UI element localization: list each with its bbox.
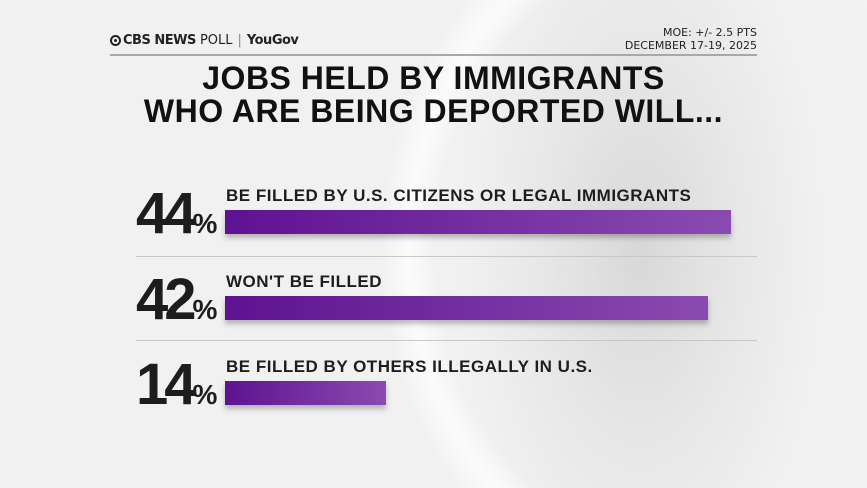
bar-row: 44% BE FILLED BY U.S. CITIZENS OR LEGAL … — [0, 184, 867, 264]
bar-row: 14% BE FILLED BY OTHERS ILLEGALLY IN U.S… — [0, 355, 867, 435]
value-number: 42 — [136, 267, 196, 332]
brand: CBS NEWS — [123, 33, 196, 48]
bar — [225, 296, 708, 320]
value-number: 44 — [136, 181, 196, 246]
logo-separator: | — [237, 33, 242, 48]
poll-logo: CBS NEWS POLL | YouGov — [110, 33, 299, 48]
category-label: BE FILLED BY U.S. CITIZENS OR LEGAL IMMI… — [226, 186, 692, 205]
chart-title: JOBS HELD BY IMMIGRANTS WHO ARE BEING DE… — [0, 62, 867, 128]
moe: MOE: +/- 2.5 PTS — [662, 26, 757, 39]
bar — [225, 210, 731, 234]
bar-row: 42% WON'T BE FILLED — [0, 270, 867, 350]
title-line-1: JOBS HELD BY IMMIGRANTS — [202, 60, 665, 96]
brand-suffix: POLL — [199, 33, 233, 48]
category-label: WON'T BE FILLED — [226, 272, 383, 291]
row-divider — [136, 256, 757, 257]
partner-logo: YouGov — [246, 33, 299, 48]
cbs-eye-icon — [110, 35, 121, 46]
poll-dates: DECEMBER 17-19, 2025 — [624, 39, 757, 52]
value-label: 42% — [136, 270, 217, 340]
bar — [225, 381, 386, 405]
value-unit: % — [192, 208, 218, 239]
value-unit: % — [192, 294, 218, 325]
value-unit: % — [192, 379, 218, 410]
value-label: 14% — [136, 355, 217, 425]
header-rule — [110, 54, 757, 56]
value-label: 44% — [136, 184, 217, 254]
title-line-2: WHO ARE BEING DEPORTED WILL... — [143, 93, 724, 129]
value-number: 14 — [136, 352, 196, 417]
category-label: BE FILLED BY OTHERS ILLEGALLY IN U.S. — [226, 357, 593, 376]
row-divider — [136, 340, 757, 341]
poll-meta: MOE: +/- 2.5 PTS DECEMBER 17-19, 2025 — [625, 26, 757, 52]
